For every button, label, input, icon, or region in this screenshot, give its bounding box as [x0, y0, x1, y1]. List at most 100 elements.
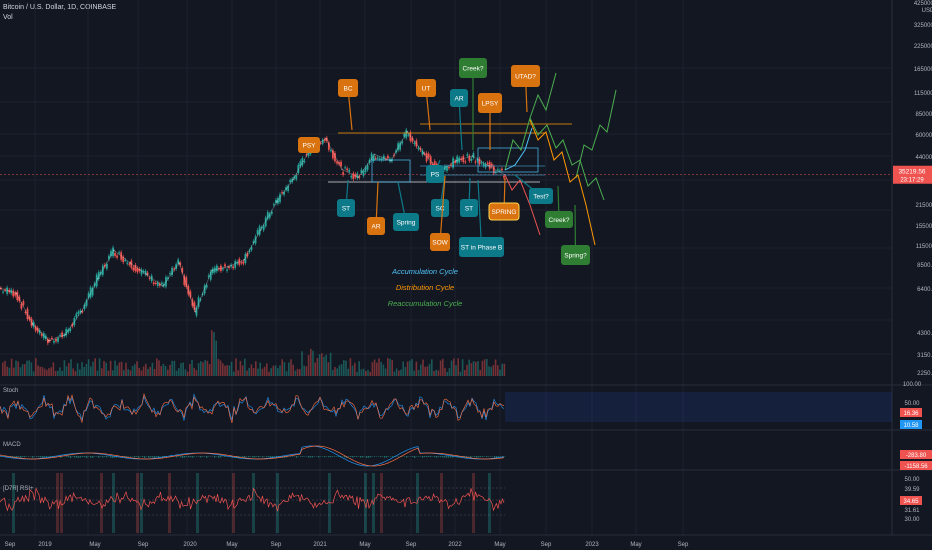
price-candles [0, 127, 505, 346]
price-candle [146, 272, 149, 275]
macd-histogram-bar [300, 456, 302, 457]
callout-box [561, 245, 590, 265]
volume-bar [217, 359, 220, 376]
macd-histogram-bar [368, 456, 370, 458]
price-candle [307, 152, 310, 156]
macd-histogram-bar [412, 456, 414, 458]
macd-histogram-bar [114, 456, 116, 458]
macd-histogram-bar [110, 456, 112, 458]
price-tick-label: 4300.00 [917, 331, 932, 337]
volume-bar [248, 367, 250, 376]
volume-bar [125, 362, 127, 376]
price-candle [10, 289, 13, 294]
price-candle [144, 270, 147, 275]
macd-histogram-bar [242, 456, 244, 457]
volume-bar [409, 360, 411, 376]
rsi-tick-label: 30.00 [904, 517, 920, 523]
volume-bar [475, 361, 477, 376]
macd-histogram-bar [398, 456, 400, 457]
macd-histogram-bar [420, 456, 422, 457]
price-candle [197, 297, 200, 307]
price-candle [181, 268, 184, 273]
price-candle [171, 267, 173, 275]
volume-bar [457, 358, 459, 376]
price-candle [199, 299, 202, 301]
macd-histogram-bar [304, 456, 306, 457]
macd-badge-value: -1158.56 [904, 464, 928, 470]
callout-box [450, 89, 468, 107]
macd-histogram-bar [14, 456, 16, 458]
macd-histogram-bar [22, 456, 24, 457]
price-candle [112, 247, 114, 257]
volume-bar [182, 362, 184, 376]
price-tick-label: 15500.00 [915, 224, 932, 230]
price-candle [334, 152, 336, 162]
price-candle [356, 173, 359, 178]
rsi-background-band [472, 473, 475, 533]
price-candle [122, 256, 125, 263]
time-tick-label: Sep [271, 542, 282, 548]
volume-bar [160, 366, 162, 376]
volume-bar [470, 363, 473, 376]
macd-histogram-bar [496, 456, 498, 458]
price-candle [293, 176, 296, 179]
volume-bar [299, 369, 301, 376]
price-candle [401, 141, 404, 144]
price-candle [342, 172, 345, 175]
macd-badge-value: -283.80 [906, 453, 927, 459]
price-series [0, 130, 506, 342]
price-candle [301, 158, 304, 166]
price-candle [372, 155, 375, 161]
macd-histogram-bar [96, 456, 98, 457]
macd-histogram-bar [404, 456, 406, 457]
volume-bar [142, 366, 145, 376]
volume-bar [114, 360, 116, 376]
price-candle [18, 296, 21, 302]
price-candle [338, 162, 340, 165]
price-candle [486, 162, 489, 165]
price-candle [360, 169, 363, 173]
macd-histogram-bar [204, 456, 206, 457]
volume-bar [156, 358, 158, 376]
price-candle [12, 290, 15, 297]
price-point [162, 285, 164, 288]
volume-bar [376, 362, 378, 376]
volume-bar [76, 363, 79, 376]
price-candle [275, 199, 277, 203]
price-candle [158, 283, 161, 286]
price-tick-label: 2250.00 [917, 371, 932, 377]
rsi-background-band [380, 473, 383, 533]
macd-histogram-bar [124, 456, 126, 457]
volume-bar [391, 360, 393, 376]
volume-bar [490, 366, 492, 376]
volume-bar [138, 367, 140, 376]
price-candle [325, 137, 328, 142]
macd-histogram-bar [324, 456, 326, 458]
price-candle [446, 166, 448, 171]
macd-histogram-bar [338, 456, 340, 457]
price-candle [156, 282, 159, 286]
price-point [276, 200, 278, 203]
callout-box [298, 137, 320, 153]
price-candle [93, 283, 96, 287]
macd-histogram-bar [424, 456, 426, 457]
accumulation-box [371, 159, 411, 183]
price-candle [411, 137, 414, 142]
macd-histogram-bar [68, 456, 70, 458]
volume-bar [211, 330, 213, 376]
macd-histogram-bar [220, 456, 222, 458]
volume-bar [312, 350, 314, 376]
volume-bar [479, 370, 481, 376]
price-candle [167, 277, 169, 280]
macd-histogram-bar [28, 456, 30, 457]
volume-bar [338, 365, 341, 376]
volume-bar [118, 362, 121, 376]
price-candle [478, 158, 481, 165]
price-candle [128, 263, 131, 265]
macd-signal-line [0, 445, 505, 467]
volume-bar [257, 368, 259, 376]
callout-box [430, 233, 450, 251]
macd-histogram-bar [448, 456, 450, 458]
callout-label: Creek? [463, 66, 484, 73]
